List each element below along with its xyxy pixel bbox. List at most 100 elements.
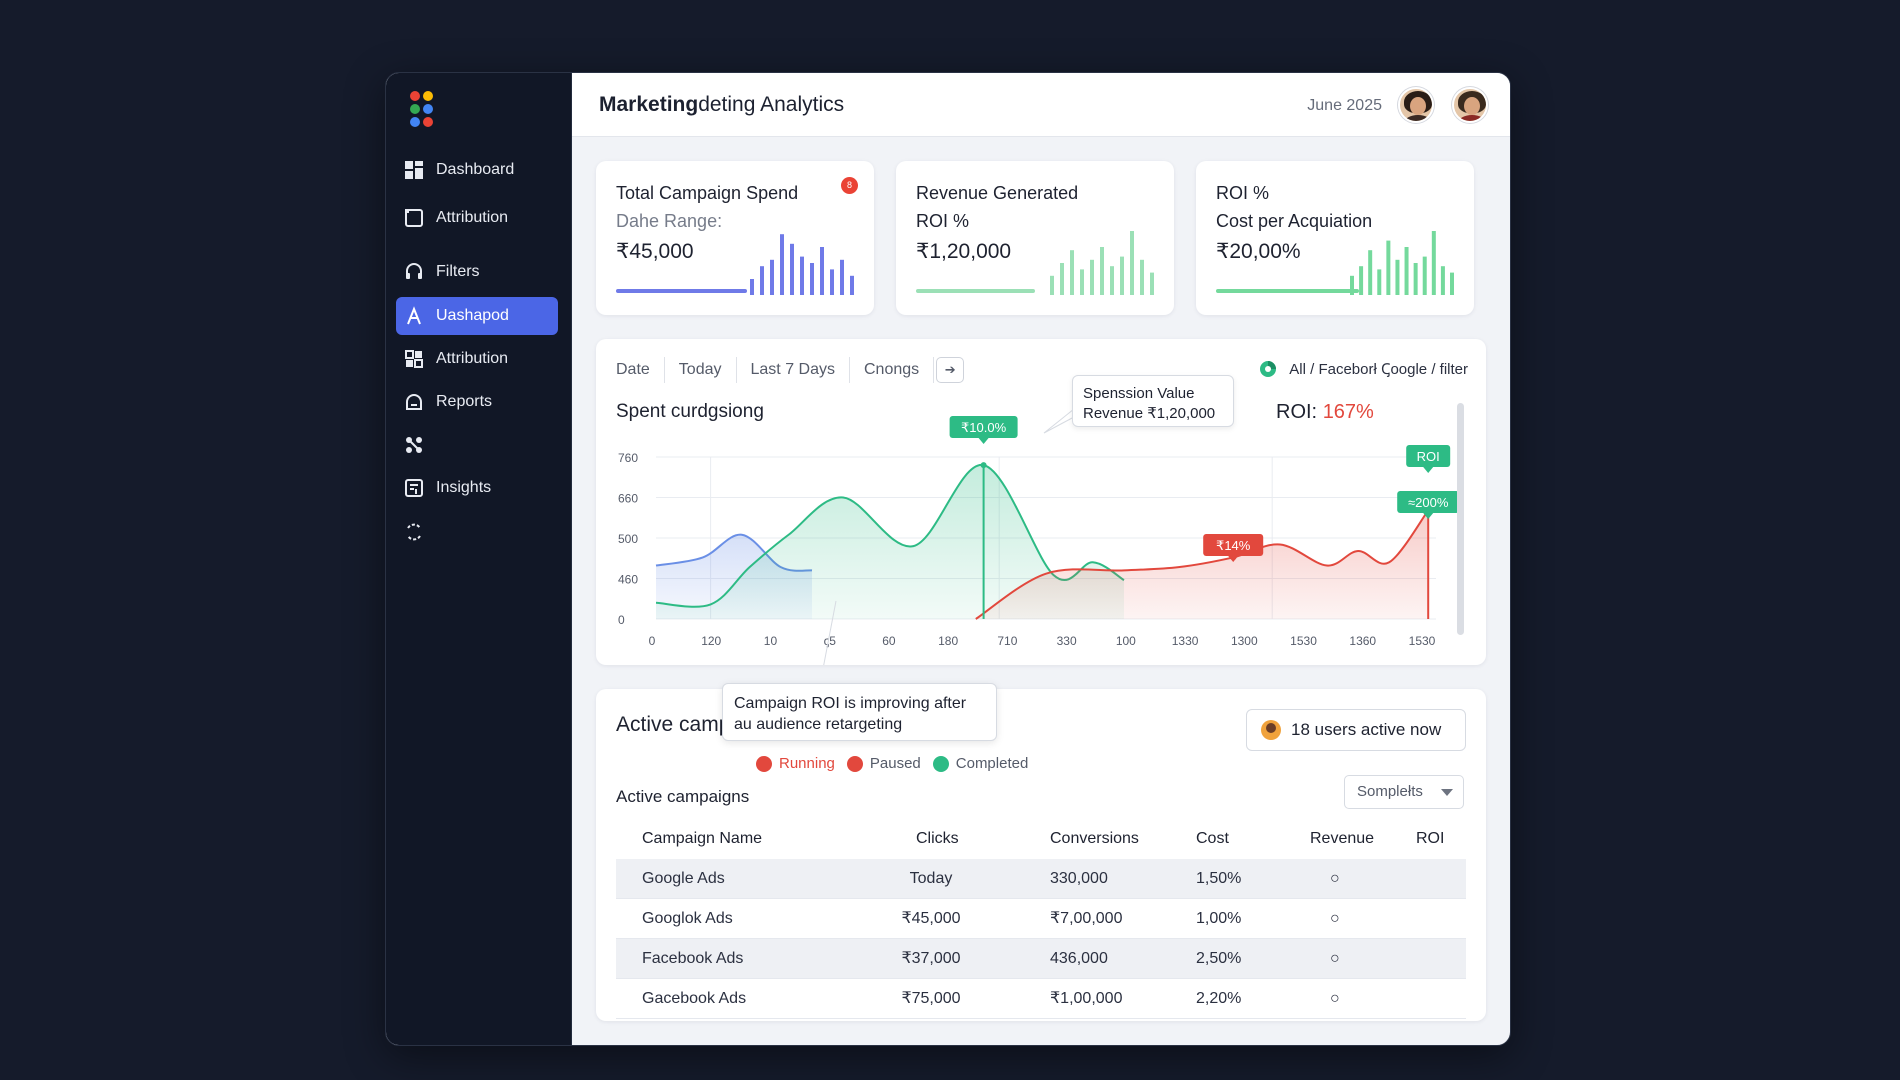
- y-tick-label: 460: [618, 573, 638, 587]
- sparkline-bar: [840, 259, 844, 295]
- cell-revenue: ○: [1330, 990, 1340, 1007]
- data-point[interactable]: [980, 462, 987, 469]
- header-roi[interactable]: ROI: [1416, 830, 1445, 847]
- kpi-card-spend[interactable]: Total Campaign Spend 8 Dahe Range: ₹45,0…: [596, 161, 874, 315]
- x-tick-label: 1330: [1172, 634, 1199, 648]
- right-tag-label: ≈200%: [1408, 495, 1449, 510]
- x-tick-label: 120: [701, 634, 721, 648]
- callout-line: au audience retargeting: [734, 716, 903, 733]
- sidebar-item-insights[interactable]: Insights: [396, 469, 558, 507]
- sidebar-item-attribution-2[interactable]: Attribution: [396, 340, 558, 378]
- arrow-right-icon[interactable]: ➔: [936, 357, 965, 383]
- tooltip-title: Spenssion Value: [1083, 385, 1195, 402]
- roi-summary: ROI: 167%: [1276, 401, 1374, 423]
- avatar[interactable]: [1398, 87, 1434, 123]
- x-tick-label: 1300: [1231, 634, 1258, 648]
- sidebar-item-reports[interactable]: Reports: [396, 383, 558, 421]
- roi-tag-label: ROI: [1417, 449, 1440, 464]
- series-area: [656, 464, 1124, 619]
- sidebar-item-dashboard[interactable]: Dashboard: [396, 151, 558, 189]
- chart-title: Spent curdgsiong: [616, 401, 764, 422]
- table-row[interactable]: Googlok Ads ₹45,000 ₹7,00,000 1,00% ○: [616, 899, 1466, 939]
- sidebar-item-refresh[interactable]: [396, 513, 558, 551]
- section-title: Active camp: [616, 713, 731, 736]
- brand-logo-icon[interactable]: [410, 91, 448, 129]
- campaign-chart[interactable]: 760 660 500 460 0 ₹10.0% ≈200% ROI ₹14% 0 120 10 ꞔ5 6…: [596, 339, 1486, 665]
- kpi-card-roi[interactable]: ROI % Cost per Acquiation ₹20,00%: [1196, 161, 1474, 315]
- cell-revenue: ○: [1330, 910, 1340, 927]
- sparkline-bar: [790, 243, 794, 295]
- table-row[interactable]: Google Ads Today 330,000 1,50% ○: [616, 859, 1466, 899]
- legend-dot-icon: [756, 755, 772, 772]
- filter-today[interactable]: Today: [665, 357, 737, 383]
- sidebar-item-filters[interactable]: Filters: [396, 253, 558, 291]
- cell-conversions: 330,000: [1050, 870, 1108, 887]
- peak-tag: [949, 416, 1018, 438]
- sparkline-bar: [810, 263, 814, 295]
- header-conversions[interactable]: Conversions: [1050, 830, 1139, 847]
- sparkline-bar: [1368, 250, 1373, 295]
- sparkline-bar: [1070, 250, 1074, 295]
- header-clicks[interactable]: Clicks: [916, 830, 959, 847]
- kpi-subtitle: Cost per Acquiation: [1216, 211, 1373, 231]
- x-tick-label: 1530: [1409, 634, 1436, 648]
- table-row[interactable]: Facebook Ads ₹37,000 436,000 2,50% ○: [616, 939, 1466, 979]
- legend-paused[interactable]: Paused: [846, 755, 921, 772]
- x-tick-label: ꞔ5: [823, 634, 836, 648]
- cell-revenue: ○: [1330, 870, 1340, 887]
- sparkline-bar: [1350, 275, 1354, 295]
- chart-scrollbar[interactable]: [1457, 403, 1464, 635]
- filter-cnongs[interactable]: Cnongs: [850, 357, 935, 383]
- page-title: Marketingdeting Analytics: [599, 93, 845, 116]
- sparkline-bar: [760, 266, 764, 295]
- kpi-progress-bar: [1216, 289, 1359, 293]
- active-users-badge[interactable]: 18 users active now: [1246, 709, 1466, 751]
- top-header: Marketingdeting Analytics June 2025: [572, 73, 1510, 137]
- sparkline-bar: [820, 247, 824, 295]
- kpi-progress-bar: [916, 289, 1035, 293]
- sidebar-item-attribution[interactable]: Attribution: [396, 199, 558, 237]
- legend-running[interactable]: Running: [756, 755, 835, 772]
- status-select[interactable]: Somplełts: [1344, 775, 1464, 809]
- cell-cost: 1,00%: [1196, 910, 1242, 927]
- x-tick-label: 100: [1116, 634, 1136, 648]
- table-row[interactable]: Gacebook Ads ₹75,000 ₹1,00,000 2,20% ○: [616, 979, 1466, 1019]
- header-revenue[interactable]: Revenue: [1310, 830, 1375, 847]
- cell-cost: 1,50%: [1196, 870, 1242, 887]
- kpi-sparkline: [1050, 231, 1154, 295]
- source-filter[interactable]: All / Faceborł Ꞔoogle / filter: [1259, 359, 1468, 379]
- header-campaign-name[interactable]: Campaign Name: [642, 830, 763, 847]
- kpi-progress-bar: [616, 289, 747, 293]
- sparkline-bar: [750, 279, 754, 295]
- cloud-icon: [406, 394, 422, 410]
- sidebar-item-apps[interactable]: [396, 426, 558, 464]
- cell-clicks: ₹37,000: [901, 950, 961, 967]
- table-header: Campaign Name Clicks Conversions Cost Re…: [616, 819, 1466, 859]
- filter-date[interactable]: Date: [616, 357, 665, 383]
- avatar-user[interactable]: [1452, 87, 1488, 123]
- tooltip-value: Revenue ₹1,20,000: [1083, 405, 1216, 422]
- cell-cost: 2,50%: [1196, 950, 1242, 967]
- notification-badge: 8: [841, 177, 858, 194]
- panel-icon: [405, 479, 423, 497]
- refresh-icon: [407, 523, 421, 541]
- callout-pointer: [823, 600, 837, 665]
- kpi-card-revenue[interactable]: Revenue Generated ROI % ₹1,20,000: [896, 161, 1174, 315]
- cell-name: Facebook Ads: [642, 950, 744, 967]
- kpi-title: ROI %: [1216, 183, 1270, 203]
- square-icon: [405, 209, 423, 227]
- sparkline-bar: [1431, 231, 1436, 295]
- kpi-subtitle: ROI %: [916, 211, 970, 231]
- sidebar-item-label: Insights: [436, 479, 492, 496]
- legend-completed[interactable]: Completed: [932, 755, 1028, 772]
- sidebar-item-uashapod[interactable]: Uashapod: [396, 297, 558, 335]
- campaigns-card: Active camp Campaign ROI is improving af…: [596, 683, 1486, 1021]
- kpi-value: ₹20,00%: [1216, 240, 1301, 263]
- sparkline-bar: [1090, 259, 1094, 295]
- kpi-value: ₹45,000: [616, 240, 694, 263]
- x-tick-label: 10: [764, 634, 778, 648]
- cell-name: Googlok Ads: [642, 910, 733, 927]
- sparkline-bar: [1130, 231, 1134, 295]
- header-cost[interactable]: Cost: [1196, 830, 1229, 847]
- filter-last-7-days[interactable]: Last 7 Days: [737, 357, 850, 383]
